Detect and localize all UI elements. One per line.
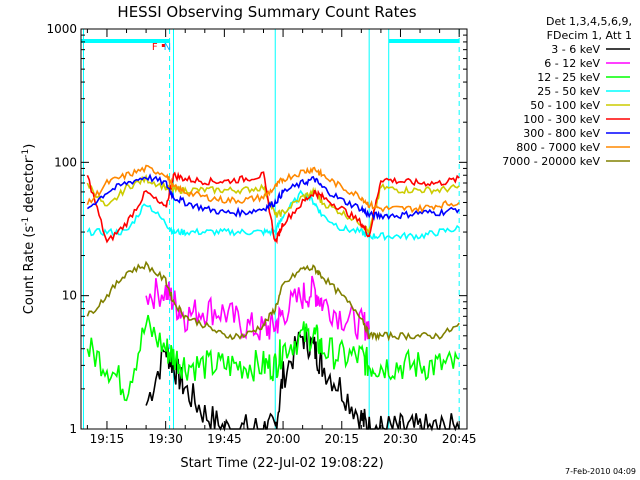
y-axis-label-sup1: -1 (21, 217, 31, 226)
y-tick-label-1: 1 (69, 422, 77, 436)
series-line-9-seg-1 (86, 260, 460, 342)
x-tick-label-1915: 19:15 (90, 432, 125, 446)
series-line-7-seg-1 (86, 173, 460, 221)
y-tick-label-100: 100 (54, 155, 77, 169)
series-line-1-seg-1 (145, 324, 460, 432)
x-tick-label-1930: 19:30 (148, 432, 183, 446)
footer-date: 7-Feb-2010 04:09 (565, 467, 636, 476)
plot-frame (80, 28, 468, 430)
series-line-2-seg-1 (145, 275, 370, 341)
series-line-3-seg-1 (86, 314, 460, 402)
legend-label-4: 25 - 50 keV (537, 85, 600, 98)
series-line-4-seg-1 (86, 189, 460, 242)
series-lines (86, 164, 460, 432)
marker-label-f: F (152, 42, 158, 53)
x-tick-label-2015: 20:15 (324, 432, 359, 446)
x-axis-label: Start Time (22-Jul-02 19:08:22) (180, 456, 383, 471)
y-axis-label-pre: Count Rate (s (22, 226, 37, 315)
legend-header-1: Det 1,3,4,5,6,9, (546, 15, 632, 28)
legend-label-5: 50 - 100 keV (530, 99, 600, 112)
x-tick-label-2045: 20:45 (442, 432, 477, 446)
legend-label-6: 100 - 300 keV (523, 113, 600, 126)
y-axis-label-mid: detector (22, 157, 37, 217)
x-tick-label-2030: 20:30 (383, 432, 418, 446)
y-tick-label-1000: 1000 (46, 22, 77, 36)
legend-label-7: 300 - 800 keV (523, 127, 600, 140)
legend-label-9: 7000 - 20000 keV (502, 155, 600, 168)
series-line-5-seg-1 (86, 173, 460, 234)
marker-label-n: N (164, 42, 171, 53)
y-axis-label: Count Rate (s-1 detector-1) (21, 144, 37, 315)
marker-dot (161, 44, 165, 47)
legend-label-3: 12 - 25 keV (537, 71, 600, 84)
series-line-8-seg-1 (86, 164, 460, 214)
x-tick-label-2000: 20:00 (266, 432, 301, 446)
legend-label-8: 800 - 7000 keV (516, 141, 600, 154)
legend-header-2: FDecim 1, Att 1 (547, 29, 632, 42)
x-tick-label-1945: 19:45 (207, 432, 242, 446)
y-axis-label-post: ) (22, 144, 37, 149)
series-line-6-seg-1 (86, 171, 460, 245)
y-tick-label-10: 10 (62, 289, 77, 303)
axes: 1 10 100 1000 19:15 19:30 19:45 20:00 20:15 20:30… (46, 22, 476, 446)
chart-title: HESSI Observing Summary Count Rates (117, 3, 416, 21)
legend-label-1: 3 - 6 keV (551, 43, 600, 56)
y-axis-label-sup2: -1 (21, 149, 31, 158)
legend-label-2: 6 - 12 keV (544, 57, 600, 70)
